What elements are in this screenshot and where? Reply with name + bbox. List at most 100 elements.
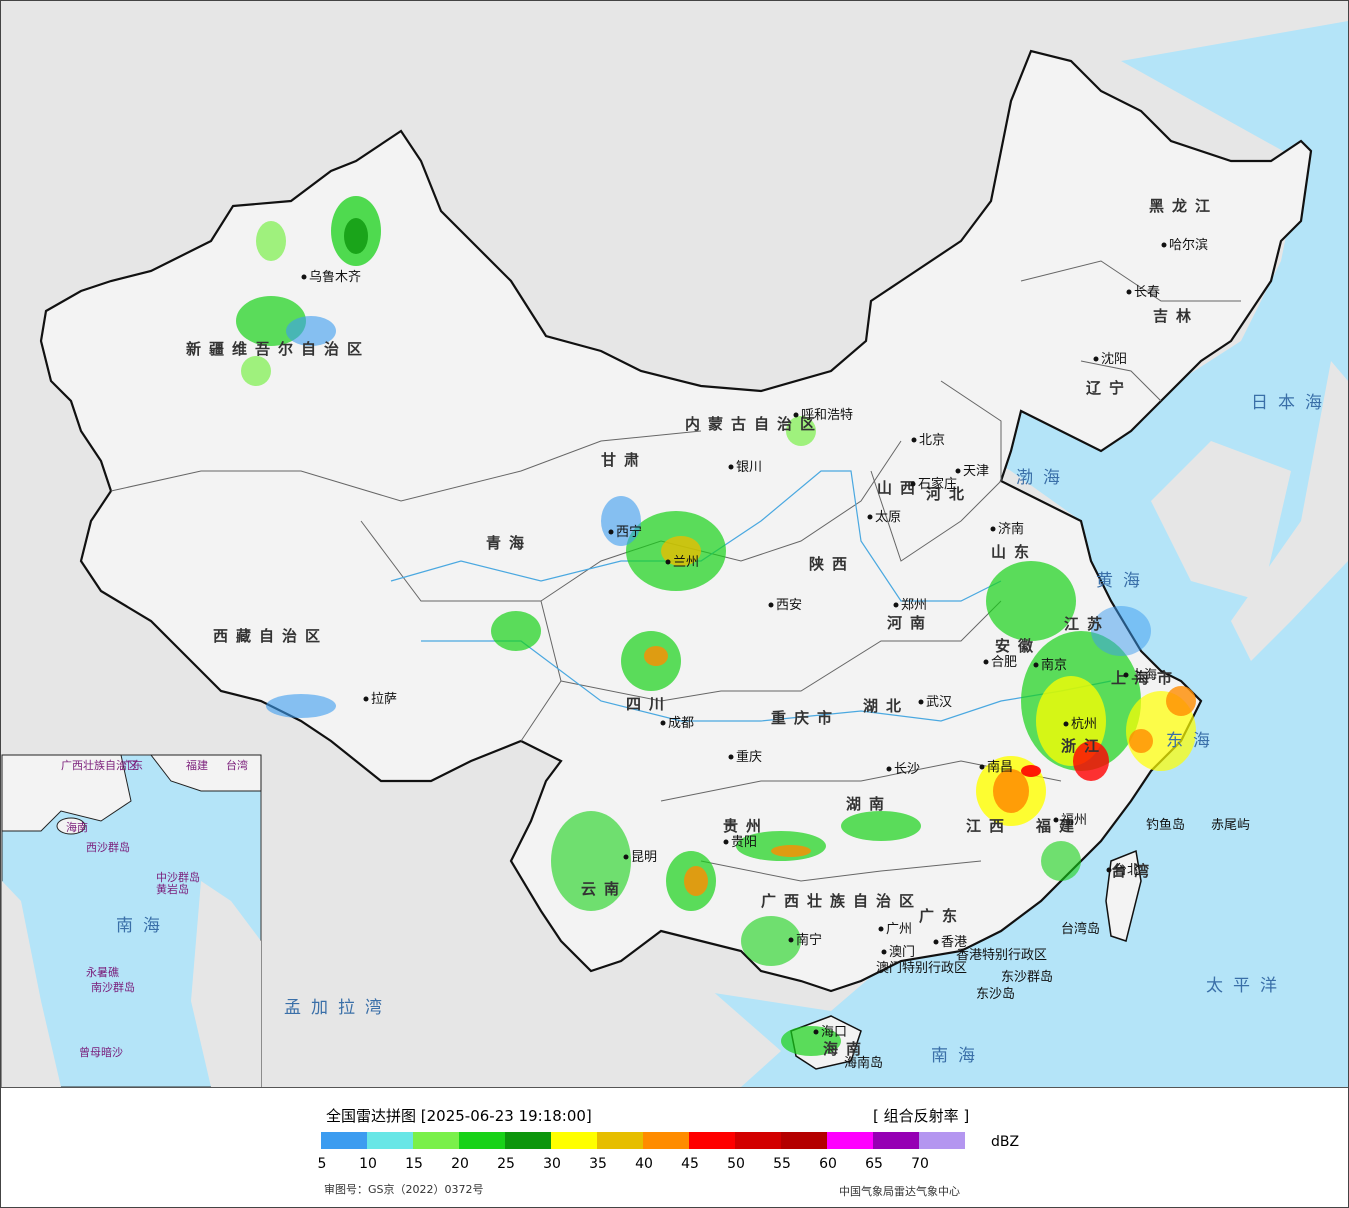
city-label: 南宁 xyxy=(796,932,822,948)
indochina-land xyxy=(561,961,781,1087)
colorbar-segment xyxy=(827,1132,873,1149)
label-hunan: 湖南 xyxy=(846,795,892,813)
colorbar-segment xyxy=(873,1132,919,1149)
label-jiangsu: 江苏 xyxy=(1064,615,1110,633)
colorbar-segment xyxy=(643,1132,689,1149)
city-label: 武汉 xyxy=(926,695,952,710)
city-label: 西安 xyxy=(776,598,802,613)
city-label: 台北 xyxy=(1114,863,1140,878)
city-marker xyxy=(623,854,629,860)
label-east-sea: 东海 xyxy=(1166,731,1220,751)
map-title: 全国雷达拼图 [2025-06-23 19:18:00] xyxy=(326,1107,592,1125)
island-labels: 钓鱼岛 赤尾屿 台湾岛 东沙群岛 东沙岛 海南岛 香港特别行政区 澳门特别行政区 xyxy=(844,817,1250,1071)
label-yellow-sea: 黄海 xyxy=(1096,571,1150,591)
label-anhui: 安徽 xyxy=(995,637,1041,655)
city-label: 哈尔滨 xyxy=(1169,237,1208,253)
colorbar-segment xyxy=(459,1132,505,1149)
city-marker xyxy=(990,526,996,532)
city-label: 海口 xyxy=(821,1025,847,1040)
city-label: 石家庄 xyxy=(918,476,957,492)
colorbar-tick: 15 xyxy=(405,1156,423,1172)
label-guizhou: 贵州 xyxy=(723,817,769,835)
label-neimenggu: 内蒙古自治区 xyxy=(685,415,823,433)
label-macao-sar: 澳门特别行政区 xyxy=(876,960,967,976)
colorbar-tick: 60 xyxy=(819,1156,837,1172)
label-fujian: 福建 xyxy=(1035,817,1082,835)
city-label: 拉萨 xyxy=(371,692,397,707)
city-marker xyxy=(881,949,887,955)
city-marker xyxy=(911,437,917,443)
city-marker xyxy=(886,766,892,772)
label-bengal-bay: 孟加拉湾 xyxy=(284,998,392,1018)
city-label: 南京 xyxy=(1041,657,1067,673)
inset-label-guangxi: 广西壮族自治区 xyxy=(61,758,138,772)
city-label: 贵阳 xyxy=(731,835,757,850)
radar-map: 广西壮族自治区 广东 福建 台湾 海南 南海 西沙群岛 中沙群岛 南沙群岛 黄岩… xyxy=(1,1,1348,1088)
city-label: 银川 xyxy=(736,460,762,475)
colorbar-tick: 40 xyxy=(635,1156,653,1172)
label-taiwan: 台湾 xyxy=(1111,862,1157,880)
taiwan-island xyxy=(1105,849,1142,942)
label-south-sea: 南海 xyxy=(931,1046,985,1066)
label-heilongjiang: 黑龙江 xyxy=(1149,197,1218,215)
colorbar-tick: 5 xyxy=(317,1156,327,1172)
colorbar-tick: 25 xyxy=(497,1156,515,1172)
city-label: 上海 xyxy=(1131,668,1157,683)
city-label: 郑州 xyxy=(901,598,927,613)
label-gansu: 甘肃 xyxy=(601,451,647,469)
city-marker xyxy=(608,529,614,535)
radar-echoes xyxy=(236,196,1196,1056)
echo-tibet xyxy=(266,611,541,718)
city-marker xyxy=(768,602,774,608)
colorbar-tick: 65 xyxy=(865,1156,883,1172)
inset-label-taiwan: 台湾 xyxy=(226,758,248,772)
city-marker xyxy=(1063,721,1069,727)
sea-labels: 日本海 渤海 黄海 东海 太平洋 南海 孟加拉湾 xyxy=(284,393,1322,1066)
city-marker xyxy=(665,559,671,565)
label-qinghai: 青海 xyxy=(486,534,532,552)
label-diaoyu: 钓鱼岛 xyxy=(1146,817,1185,833)
city-marker xyxy=(918,699,924,705)
colorbar-segment xyxy=(735,1132,781,1149)
label-guangxi: 广西壮族自治区 xyxy=(761,892,922,910)
city-labels: 乌鲁木齐拉萨西宁兰州银川呼和浩特北京天津石家庄太原济南郑州西安成都重庆武汉长沙南… xyxy=(301,237,1208,1040)
label-shanxi: 山西 xyxy=(877,479,923,497)
colorbar-segment xyxy=(781,1132,827,1149)
inset-label-south-sea: 南海 xyxy=(116,916,170,936)
label-xinjiang: 新疆维吾尔自治区 xyxy=(186,340,370,358)
city-marker xyxy=(910,481,916,487)
inset-label-huangyan: 黄岩岛 xyxy=(156,882,189,896)
japan-sea xyxy=(1101,21,1348,461)
label-chongqing: 重庆市 xyxy=(771,709,840,727)
label-shaanxi: 陕西 xyxy=(809,555,855,573)
city-marker xyxy=(979,764,985,770)
inset-label-guangdong: 广东 xyxy=(121,759,143,772)
colorbar-tick: 55 xyxy=(773,1156,791,1172)
colorbar-unit: dBZ xyxy=(991,1134,1020,1150)
product-label: [ 组合反射率 ] xyxy=(873,1107,970,1125)
label-sichuan: 四川 xyxy=(626,695,672,713)
label-hainan: 海南 xyxy=(823,1040,869,1058)
city-label: 沈阳 xyxy=(1101,352,1127,367)
label-shandong: 山东 xyxy=(991,543,1037,561)
colorbar-segment xyxy=(367,1132,413,1149)
city-label: 济南 xyxy=(998,521,1024,537)
city-marker xyxy=(1053,817,1059,823)
label-chiwei: 赤尾屿 xyxy=(1211,818,1250,833)
colorbar-tick: 20 xyxy=(451,1156,469,1172)
city-marker xyxy=(1033,662,1039,668)
city-marker xyxy=(813,1029,819,1035)
city-label: 杭州 xyxy=(1071,717,1097,732)
city-marker xyxy=(363,696,369,702)
label-bohai: 渤海 xyxy=(1016,468,1070,488)
label-jilin: 吉林 xyxy=(1153,307,1199,325)
japan-land xyxy=(1231,361,1348,661)
colorbar-tick: 35 xyxy=(589,1156,607,1172)
city-label: 乌鲁木齐 xyxy=(309,269,361,285)
label-xizang: 西藏自治区 xyxy=(213,627,328,645)
colorbar-tick: 30 xyxy=(543,1156,561,1172)
label-liaoning: 辽宁 xyxy=(1086,379,1132,397)
city-marker xyxy=(301,274,307,280)
city-label: 西宁 xyxy=(616,524,642,540)
agency-name: 中国气象局雷达气象中心 xyxy=(839,1185,960,1198)
